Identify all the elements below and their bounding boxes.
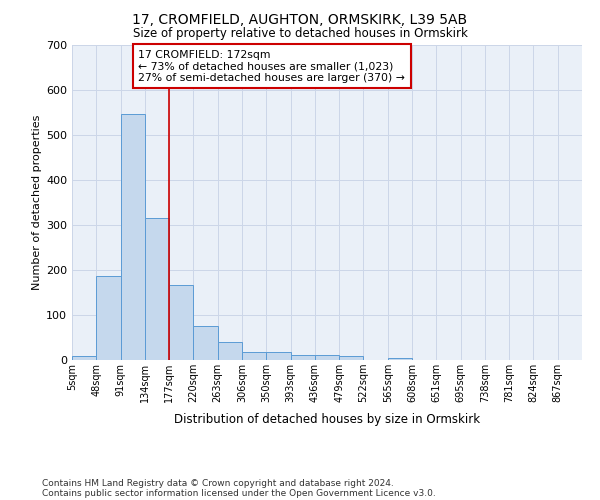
Text: 17 CROMFIELD: 172sqm
← 73% of detached houses are smaller (1,023)
27% of semi-de: 17 CROMFIELD: 172sqm ← 73% of detached h… bbox=[139, 50, 405, 83]
Bar bbox=[315, 354, 339, 360]
Text: Size of property relative to detached houses in Ormskirk: Size of property relative to detached ho… bbox=[133, 28, 467, 40]
X-axis label: Distribution of detached houses by size in Ormskirk: Distribution of detached houses by size … bbox=[174, 414, 480, 426]
Bar bbox=[121, 114, 145, 360]
Text: Contains HM Land Registry data © Crown copyright and database right 2024.: Contains HM Land Registry data © Crown c… bbox=[42, 478, 394, 488]
Y-axis label: Number of detached properties: Number of detached properties bbox=[32, 115, 42, 290]
Bar bbox=[193, 326, 218, 360]
Bar bbox=[169, 285, 193, 360]
Bar bbox=[96, 276, 121, 360]
Bar bbox=[145, 218, 169, 360]
Bar bbox=[266, 352, 290, 360]
Text: 17, CROMFIELD, AUGHTON, ORMSKIRK, L39 5AB: 17, CROMFIELD, AUGHTON, ORMSKIRK, L39 5A… bbox=[133, 12, 467, 26]
Bar bbox=[339, 356, 364, 360]
Bar bbox=[242, 352, 266, 360]
Bar bbox=[218, 342, 242, 360]
Bar bbox=[290, 354, 315, 360]
Text: Contains public sector information licensed under the Open Government Licence v3: Contains public sector information licen… bbox=[42, 488, 436, 498]
Bar bbox=[72, 356, 96, 360]
Bar bbox=[388, 358, 412, 360]
